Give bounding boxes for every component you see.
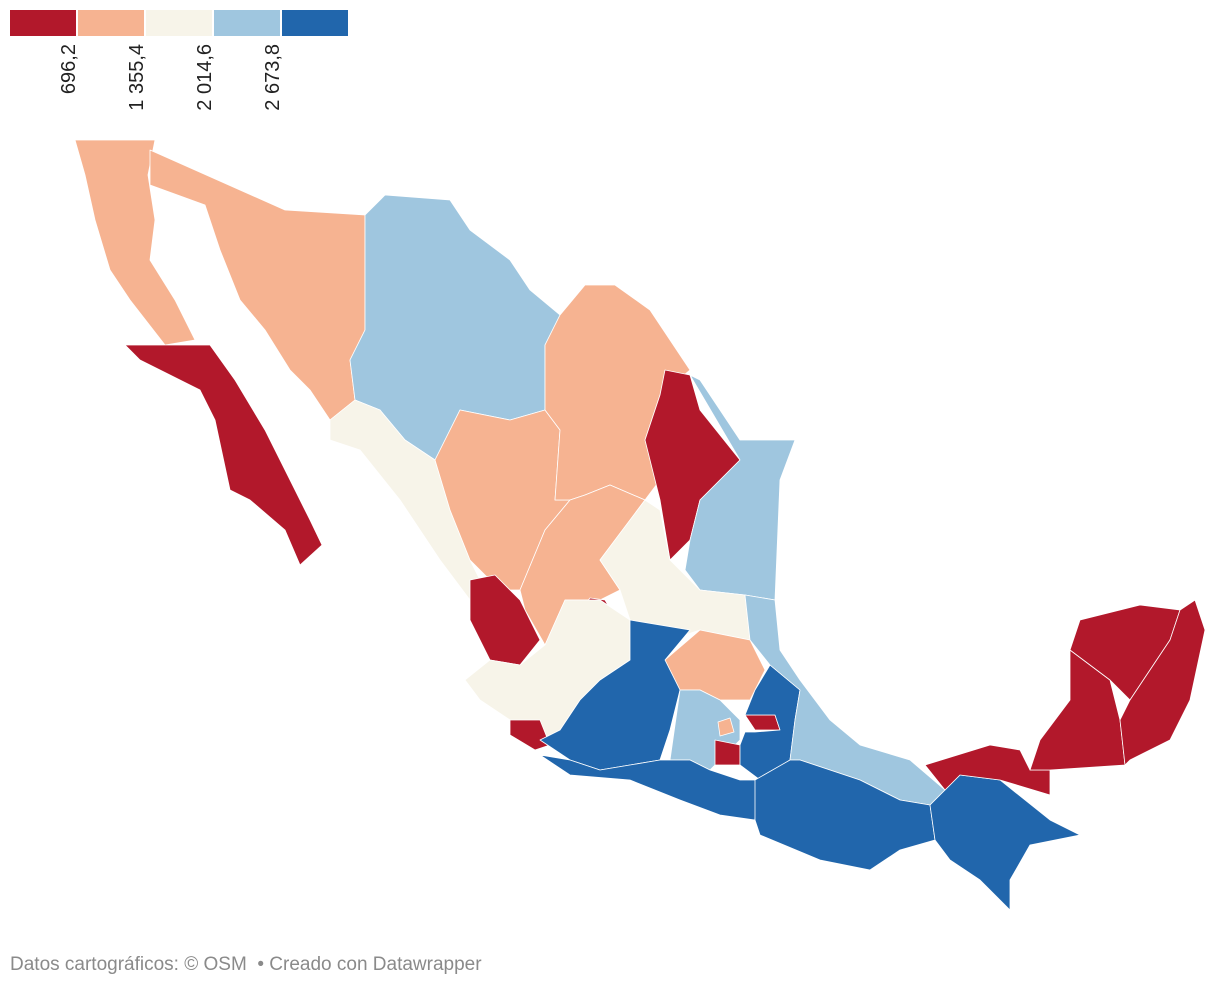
region [469,574,541,666]
map [74,139,1206,911]
legend-tick-label: 2 673,8 [262,44,284,111]
region [1119,599,1206,766]
legend-swatch [78,10,144,36]
legend: 696,2 1 355,4 2 014,6 2 673,8 [10,10,348,111]
region [744,714,781,731]
legend-tick-label: 1 355,4 [126,44,148,111]
legend-swatch [10,10,76,36]
legend-tick-label: 696,2 [58,44,80,94]
legend-swatch [146,10,212,36]
legend-swatch [214,10,280,36]
region [124,344,323,566]
legend-swatch [282,10,348,36]
region [329,399,481,601]
region [539,754,761,821]
region [929,774,1081,911]
region [924,744,1051,796]
region [509,719,551,751]
legend-tick-label: 2 014,6 [194,44,216,111]
region [74,139,196,346]
footer-credit: Datos cartográficos: © OSM • Creado con … [10,954,482,975]
region [717,717,735,737]
